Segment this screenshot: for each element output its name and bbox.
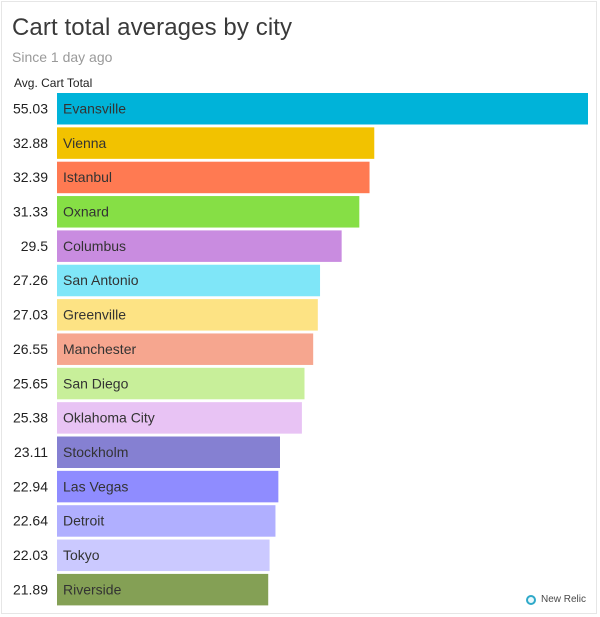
bar-category-label: Evansville	[63, 100, 126, 116]
bar-value-label: 32.88	[13, 135, 48, 151]
bar-istanbul[interactable]	[57, 161, 370, 194]
new-relic-icon	[525, 594, 536, 605]
bar-evansville[interactable]	[57, 93, 588, 125]
bar-value-label: 27.03	[13, 307, 48, 323]
time-range-subtitle: Since 1 day ago	[12, 49, 113, 65]
bar-category-label: Oxnard	[63, 204, 109, 220]
bar-value-label: 27.26	[13, 272, 48, 288]
bar-category-label: Las Vegas	[63, 478, 128, 494]
bar-value-label: 22.64	[13, 513, 48, 529]
measure-label: Avg. Cart Total	[14, 76, 93, 90]
bar-category-label: Manchester	[63, 341, 136, 357]
bar-category-label: San Diego	[63, 375, 129, 391]
bar-stockholm[interactable]	[57, 436, 280, 469]
chart-title: Cart total averages by city	[12, 14, 293, 41]
bar-value-label: 23.11	[14, 444, 48, 460]
bar-category-label: San Antonio	[63, 272, 139, 288]
brand-footer: New Relic	[525, 594, 586, 605]
bar-value-label: 26.55	[13, 341, 48, 357]
bar-category-label: Vienna	[63, 135, 107, 151]
bar-category-label: Oklahoma City	[63, 410, 155, 426]
bar-san-diego[interactable]	[57, 367, 305, 400]
bar-value-label: 22.94	[13, 478, 48, 494]
bar-las-vegas[interactable]	[57, 470, 279, 503]
bar-manchester[interactable]	[57, 333, 314, 365]
bar-value-label: 29.5	[21, 238, 48, 254]
bar-value-label: 25.65	[13, 375, 48, 391]
bar-detroit[interactable]	[57, 505, 276, 537]
bar-riverside[interactable]	[57, 573, 269, 606]
bar-category-label: Stockholm	[63, 444, 128, 460]
bar-columbus[interactable]	[57, 230, 342, 262]
bar-category-label: Columbus	[63, 238, 126, 254]
bar-category-label: Greenville	[63, 307, 126, 323]
bar-tokyo[interactable]	[57, 539, 270, 572]
bar-oxnard[interactable]	[57, 196, 360, 228]
bar-value-label: 32.39	[13, 169, 48, 185]
bar-category-label: Tokyo	[63, 547, 100, 563]
bar-oklahoma-city[interactable]	[57, 402, 302, 434]
bar-vienna[interactable]	[57, 127, 375, 159]
bar-san-antonio[interactable]	[57, 264, 321, 297]
bar-category-label: Detroit	[63, 513, 104, 529]
bar-category-label: Istanbul	[63, 169, 112, 185]
brand-label: New Relic	[540, 594, 586, 605]
bar-value-label: 25.38	[13, 410, 48, 426]
bar-value-label: 21.89	[13, 581, 48, 597]
bar-value-label: 31.33	[13, 204, 48, 220]
bar-value-label: 22.03	[13, 547, 48, 563]
bar-value-label: 55.03	[13, 100, 48, 116]
bar-greenville[interactable]	[57, 299, 318, 331]
bar-category-label: Riverside	[63, 581, 122, 597]
